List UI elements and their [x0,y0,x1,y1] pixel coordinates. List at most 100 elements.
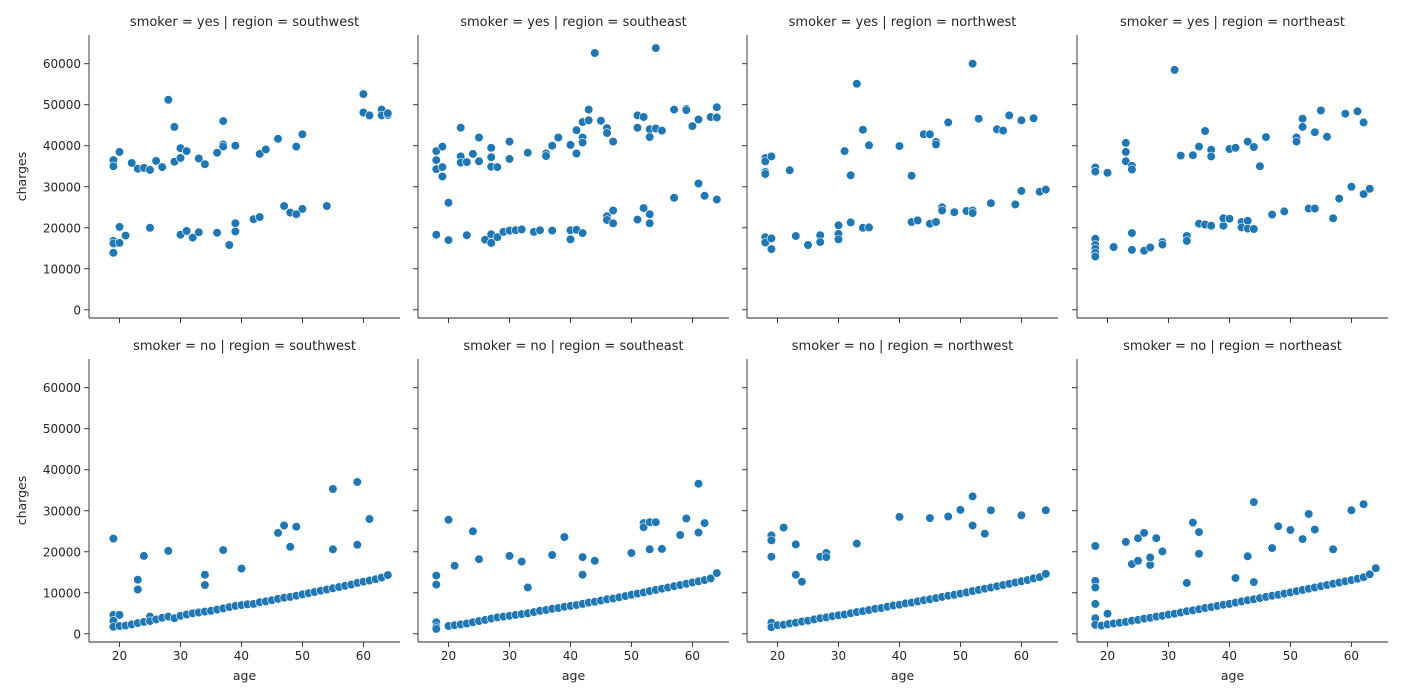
scatter-point [443,515,454,525]
scatter-point [120,231,131,241]
scatter-point [145,165,155,175]
scatter-point [651,517,661,527]
scatter-point [1340,109,1350,119]
scatter-point [687,121,698,131]
scatter-point [638,522,649,532]
scatter-point [998,126,1008,136]
scatter-point [157,162,167,172]
scatter-point [669,193,679,203]
scatter-point [638,112,649,122]
scatter-point [450,561,460,571]
scatter-point [291,522,301,532]
scatter-point [608,137,618,147]
scatter-point [1358,499,1369,509]
scatter-point [1028,113,1039,123]
scatter-point [906,171,917,181]
scatter-point [1182,236,1192,246]
scatter-point [1188,150,1198,160]
y-tick-label: 30000 [43,180,81,194]
scatter-point [230,226,240,237]
scatter-point [218,545,228,555]
scatter-point [1121,138,1131,148]
scatter-point [230,141,240,151]
scatter-point [712,568,722,578]
scatter-point [492,162,502,172]
scatter-point [218,116,228,126]
x-tick-label: 60 [685,649,700,663]
scatter-points [766,491,1051,632]
y-tick-label: 60000 [43,57,81,71]
scatter-points [1090,65,1375,262]
scatter-point [833,234,844,244]
scatter-point [1310,127,1320,137]
x-tick-label: 50 [1283,649,1298,663]
scatter-point [931,139,941,150]
scatter-point [1358,189,1369,199]
scatter-point [681,513,691,524]
scatter-point [224,240,234,250]
scatter-point [943,117,953,127]
scatter-point [1145,242,1155,253]
scatter-point [967,208,978,218]
scatter-point [462,157,472,167]
scatter-point [291,142,301,152]
scatter-point [108,248,118,258]
scatter-point [468,149,478,159]
scatter-point [791,570,801,580]
scatter-point [943,511,953,522]
scatter-point [364,514,375,524]
scatter-point [1273,521,1283,531]
scatter-point [1346,182,1356,192]
scatter-point [431,230,441,240]
scatter-point [273,134,283,144]
x-tick-label: 40 [892,649,907,663]
facet-panel: smoker = yes | region = southeast [413,15,729,323]
x-tick-label: 30 [1161,649,1176,663]
facet-panel: smoker = yes | region = northwest [742,15,1058,323]
scatter-point [632,215,643,225]
scatter-point [1016,186,1027,196]
scatter-point [1090,582,1100,593]
scatter-point [383,570,393,580]
scatter-point [114,222,125,232]
scatter-point [693,178,704,189]
scatter-point [547,550,557,560]
scatter-point [1041,569,1051,579]
scatter-point [1346,505,1356,515]
scatter-point [1249,142,1259,152]
scatter-point [760,156,770,166]
scatter-point [358,89,369,99]
scatter-point [778,522,789,533]
scatter-point [590,48,600,58]
scatter-point [523,148,533,158]
scatter-point [797,577,807,587]
scatter-point [1328,544,1338,554]
y-tick-label: 60000 [43,381,81,395]
scatter-point [279,201,289,211]
facet-panel: smoker = yes | region = southwest 0 10000 2… [14,15,400,323]
panel-title: smoker = yes | region = northwest [789,15,1017,30]
scatter-point [279,520,289,531]
scatter-point [504,137,515,147]
scatter-point [1139,528,1149,538]
scatter-point [200,570,210,580]
y-tick-label: 20000 [43,545,81,559]
scatter-point [328,544,338,554]
x-tick-label: 20 [770,649,785,663]
scatter-point [669,104,679,115]
scatter-point [1145,552,1155,563]
scatter-point [504,154,515,164]
scatter-point [285,542,295,552]
scatter-point [791,231,801,241]
scatter-point [1169,65,1180,75]
scatter-point [1151,533,1161,543]
scatter-point [1243,551,1253,561]
scatter-point [114,147,125,157]
scatter-point [1358,117,1369,127]
scatter-point [1291,137,1302,147]
scatter-point [1334,194,1344,204]
scatter-point [608,218,618,228]
scatter-point [571,148,582,159]
panel-title: smoker = no | region = southeast [463,339,683,354]
scatter-point [1297,122,1308,132]
